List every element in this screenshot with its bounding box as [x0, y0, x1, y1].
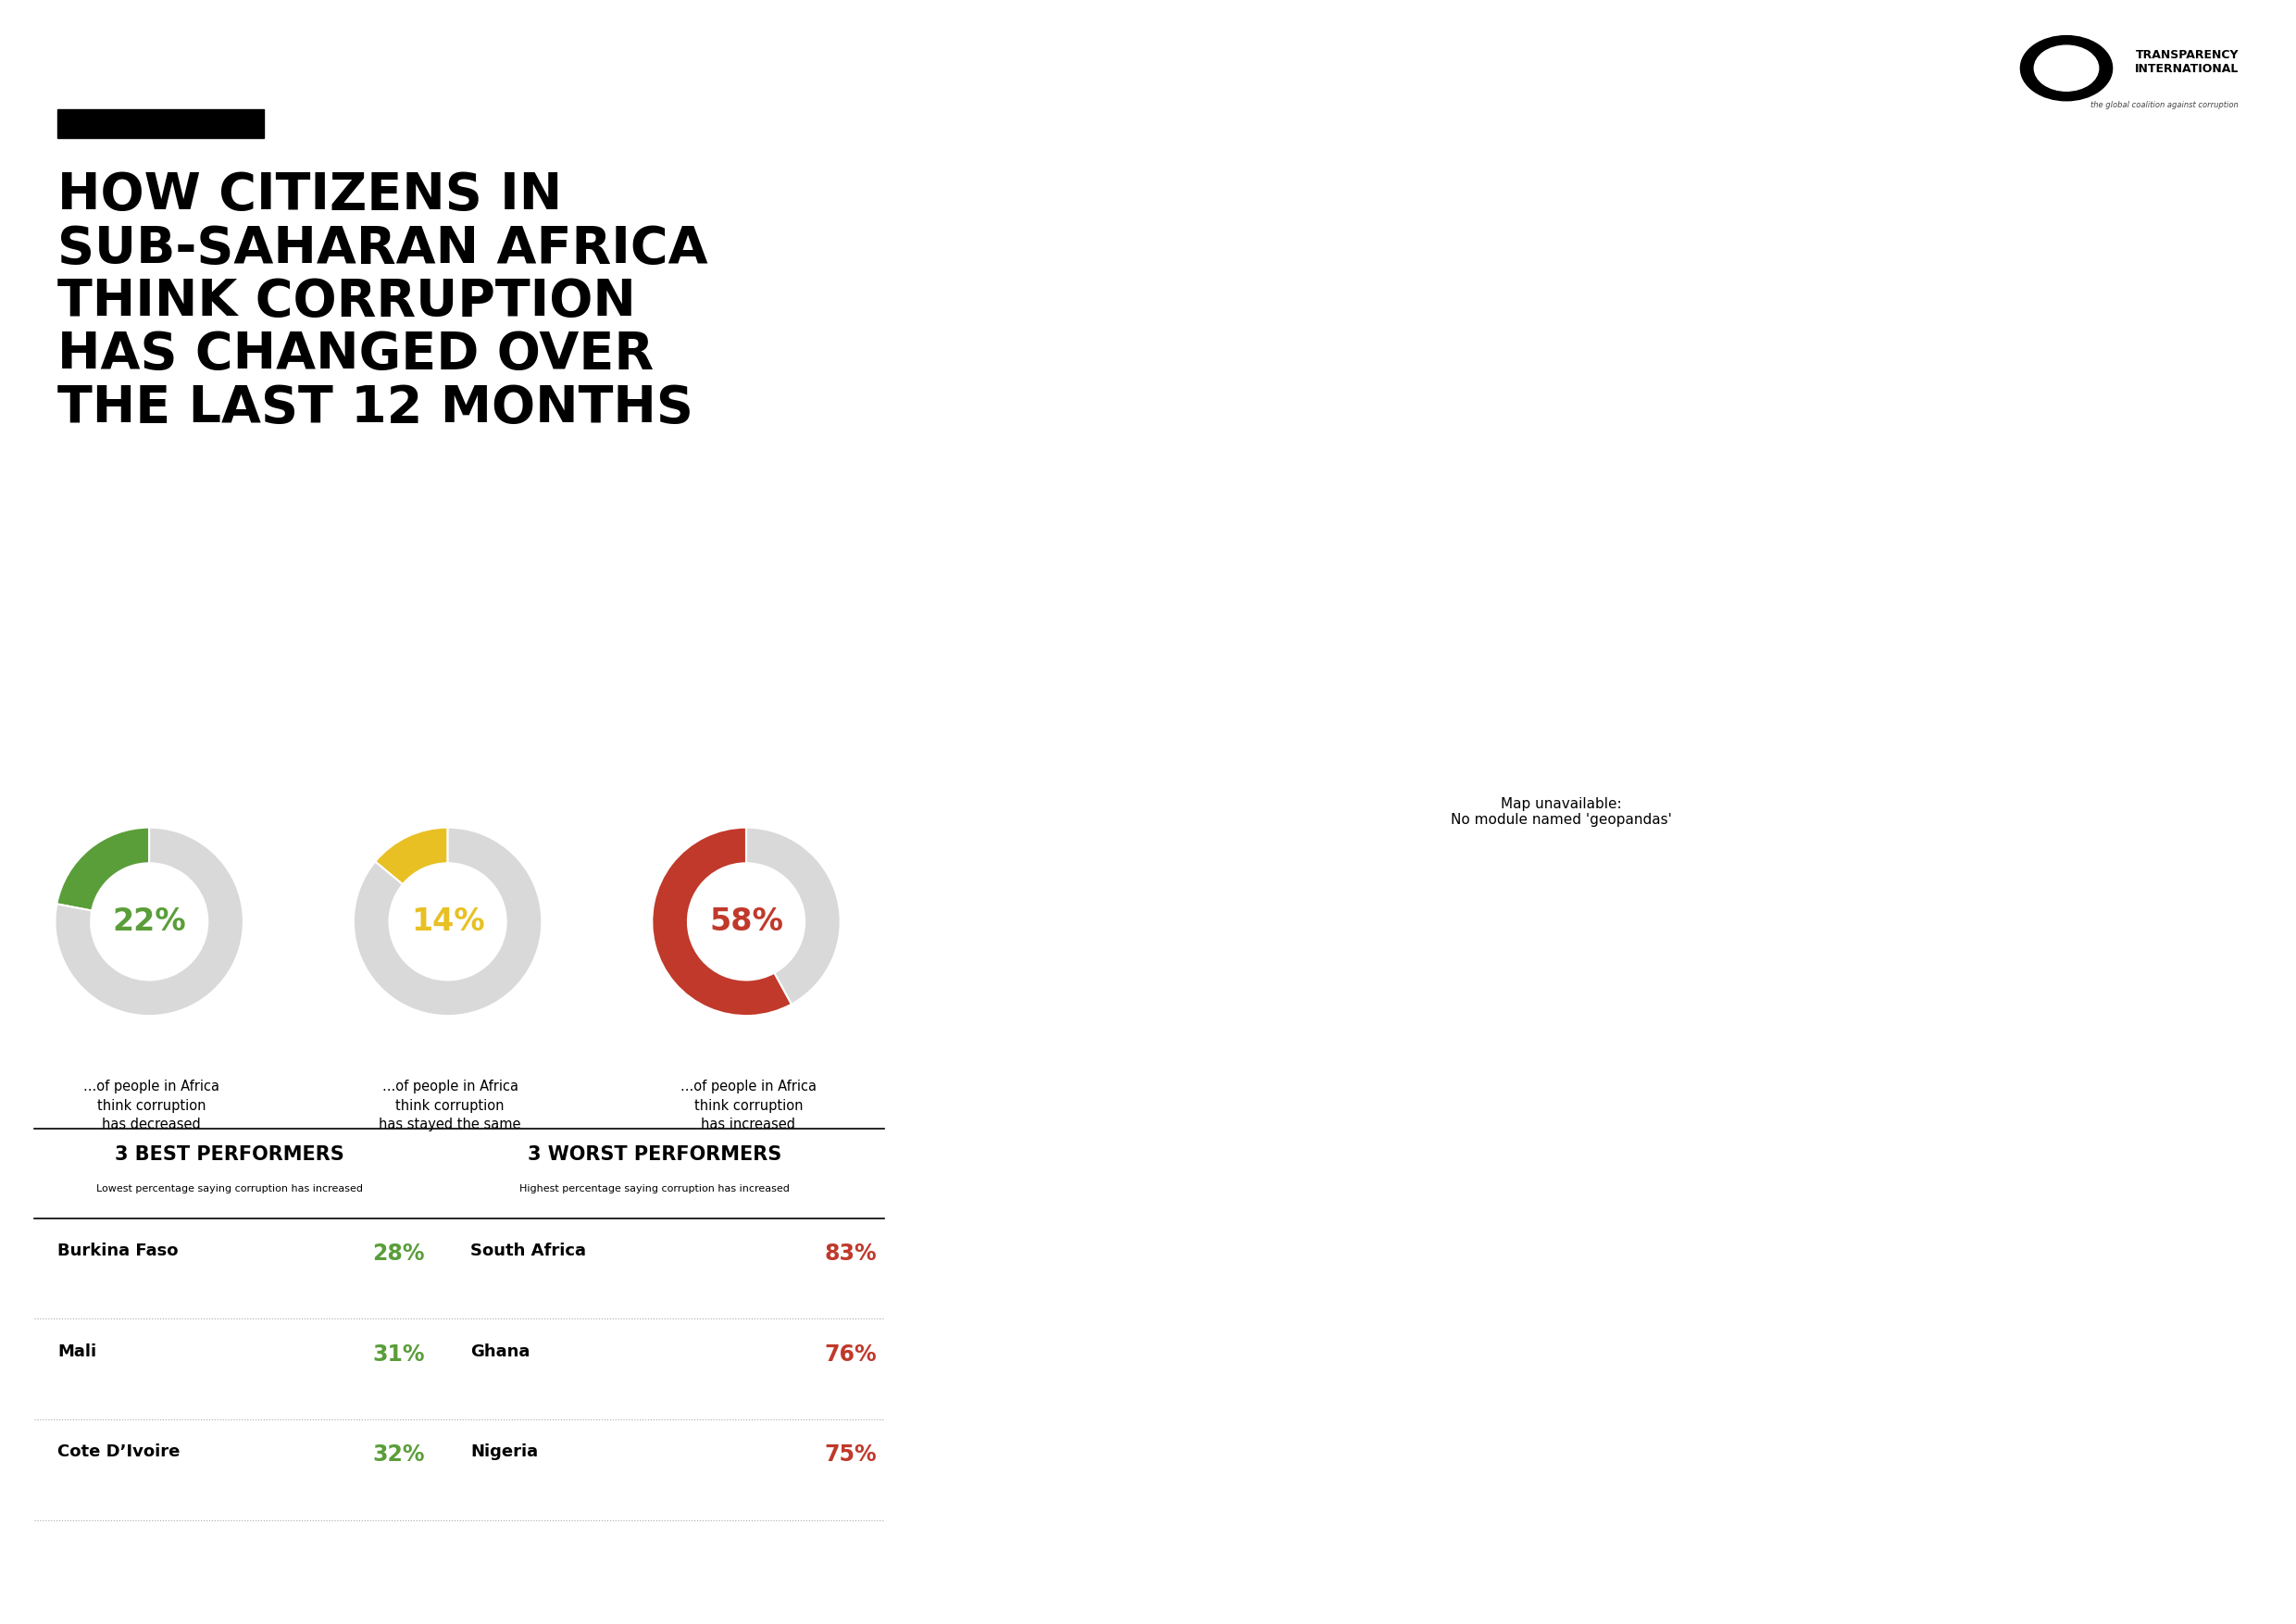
Wedge shape — [374, 828, 448, 885]
Text: Mali: Mali — [57, 1343, 96, 1359]
Text: South Africa: South Africa — [471, 1242, 585, 1259]
Text: 14%: 14% — [411, 906, 484, 937]
Wedge shape — [55, 828, 243, 1015]
Wedge shape — [57, 828, 149, 911]
Text: 58%: 58% — [709, 906, 783, 937]
Text: Burkina Faso: Burkina Faso — [57, 1242, 179, 1259]
Wedge shape — [746, 828, 840, 1004]
Text: 31%: 31% — [372, 1343, 425, 1366]
Text: 28%: 28% — [372, 1242, 425, 1265]
Circle shape — [2034, 45, 2099, 91]
Text: Highest percentage saying corruption has increased: Highest percentage saying corruption has… — [519, 1184, 790, 1194]
Text: HOW CITIZENS IN
SUB-SAHARAN AFRICA
THINK CORRUPTION
HAS CHANGED OVER
THE LAST 12: HOW CITIZENS IN SUB-SAHARAN AFRICA THINK… — [57, 171, 707, 434]
Text: 3 WORST PERFORMERS: 3 WORST PERFORMERS — [528, 1145, 781, 1163]
Text: Lowest percentage saying corruption has increased: Lowest percentage saying corruption has … — [96, 1184, 363, 1194]
Bar — [57, 109, 264, 138]
Text: Map unavailable:
No module named 'geopandas': Map unavailable: No module named 'geopan… — [1451, 797, 1671, 827]
Circle shape — [2020, 36, 2112, 101]
Text: ...of people in Africa
think corruption
has stayed the same: ...of people in Africa think corruption … — [379, 1080, 521, 1132]
Text: Ghana: Ghana — [471, 1343, 530, 1359]
Text: ...of people in Africa
think corruption
has decreased: ...of people in Africa think corruption … — [83, 1080, 220, 1132]
Text: 22%: 22% — [113, 906, 186, 937]
Wedge shape — [652, 828, 792, 1015]
Text: the global coalition against corruption: the global coalition against corruption — [2092, 101, 2239, 109]
Text: 3 BEST PERFORMERS: 3 BEST PERFORMERS — [115, 1145, 344, 1163]
Text: 32%: 32% — [372, 1444, 425, 1466]
Text: 76%: 76% — [824, 1343, 877, 1366]
Text: 75%: 75% — [824, 1444, 877, 1466]
Text: 83%: 83% — [824, 1242, 877, 1265]
Text: Cote D’Ivoire: Cote D’Ivoire — [57, 1444, 179, 1460]
Text: Nigeria: Nigeria — [471, 1444, 537, 1460]
Text: ...of people in Africa
think corruption
has increased: ...of people in Africa think corruption … — [680, 1080, 817, 1132]
Text: TRANSPARENCY
INTERNATIONAL: TRANSPARENCY INTERNATIONAL — [2135, 49, 2239, 75]
Wedge shape — [354, 828, 542, 1015]
